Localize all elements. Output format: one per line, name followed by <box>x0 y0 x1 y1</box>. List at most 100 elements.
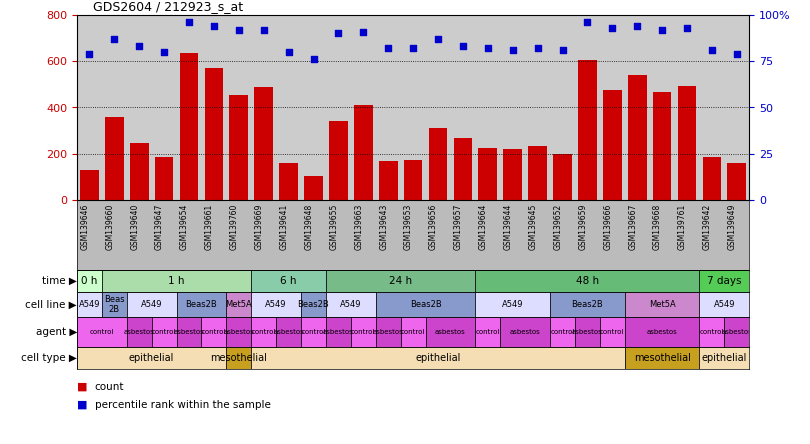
Bar <box>354 105 373 200</box>
Text: GSM139663: GSM139663 <box>354 203 364 250</box>
Bar <box>553 154 572 200</box>
Bar <box>702 157 721 200</box>
Point <box>258 26 271 33</box>
Text: A549: A549 <box>714 300 735 309</box>
Text: GSM139669: GSM139669 <box>254 203 264 250</box>
Bar <box>700 292 749 317</box>
Bar <box>279 163 298 200</box>
Text: GSM139666: GSM139666 <box>603 203 612 250</box>
Text: GSM139654: GSM139654 <box>180 203 189 250</box>
Text: cell line ▶: cell line ▶ <box>25 300 77 309</box>
Text: Beas
2B: Beas 2B <box>104 295 125 314</box>
Text: asbestos: asbestos <box>722 329 752 335</box>
Text: asbestos: asbestos <box>509 329 540 335</box>
Bar <box>80 170 99 200</box>
Bar <box>550 317 575 347</box>
Bar <box>678 86 697 200</box>
Text: 7 days: 7 days <box>707 276 742 286</box>
Bar <box>180 53 198 200</box>
Bar <box>77 270 102 292</box>
Text: 6 h: 6 h <box>280 276 296 286</box>
Bar <box>575 317 600 347</box>
Text: asbestos: asbestos <box>273 329 304 335</box>
Bar <box>77 317 126 347</box>
Point <box>606 24 619 32</box>
Text: GSM139644: GSM139644 <box>504 203 513 250</box>
Text: GSM139641: GSM139641 <box>279 203 288 250</box>
Bar <box>254 87 273 200</box>
Point <box>282 48 295 56</box>
Text: A549: A549 <box>79 300 100 309</box>
Text: asbestos: asbestos <box>323 329 354 335</box>
Bar <box>77 292 102 317</box>
Text: mesothelial: mesothelial <box>633 353 691 363</box>
Text: Beas2B: Beas2B <box>410 300 441 309</box>
Bar <box>727 163 746 200</box>
Point <box>407 45 420 52</box>
Text: GSM139761: GSM139761 <box>678 203 687 250</box>
Bar <box>151 317 177 347</box>
Text: A549: A549 <box>141 300 162 309</box>
Bar <box>77 347 226 369</box>
Point <box>706 47 718 54</box>
Point <box>108 36 121 43</box>
Text: epithelial: epithelial <box>701 353 747 363</box>
Bar <box>130 143 148 200</box>
Text: GSM139664: GSM139664 <box>479 203 488 250</box>
Text: control: control <box>152 329 177 335</box>
Point <box>382 45 394 52</box>
Text: control: control <box>202 329 226 335</box>
Text: Beas2B: Beas2B <box>185 300 217 309</box>
Text: control: control <box>475 329 500 335</box>
Text: A549: A549 <box>340 300 361 309</box>
Text: mesothelial: mesothelial <box>211 353 267 363</box>
Text: GSM139640: GSM139640 <box>130 203 139 250</box>
Text: control: control <box>301 329 326 335</box>
Text: 1 h: 1 h <box>168 276 185 286</box>
Bar <box>550 292 625 317</box>
Bar <box>155 157 173 200</box>
Text: control: control <box>252 329 276 335</box>
Text: control: control <box>600 329 625 335</box>
Bar <box>301 292 326 317</box>
Bar <box>475 292 550 317</box>
Point <box>456 43 469 50</box>
Bar <box>403 159 423 200</box>
Point <box>307 56 320 63</box>
Bar <box>251 270 326 292</box>
Text: control: control <box>351 329 376 335</box>
Text: asbestos: asbestos <box>373 329 403 335</box>
Point <box>83 50 96 57</box>
Text: cell type ▶: cell type ▶ <box>21 353 77 363</box>
Bar <box>401 317 425 347</box>
Text: Beas2B: Beas2B <box>297 300 330 309</box>
Bar <box>625 317 700 347</box>
Point <box>506 47 519 54</box>
Text: A549: A549 <box>266 300 287 309</box>
Point <box>232 26 245 33</box>
Bar <box>326 292 376 317</box>
Text: count: count <box>95 382 124 392</box>
Text: 0 h: 0 h <box>81 276 97 286</box>
Bar <box>428 128 447 200</box>
Text: Met5A: Met5A <box>649 300 676 309</box>
Text: GSM139645: GSM139645 <box>529 203 538 250</box>
Bar <box>205 68 224 200</box>
Bar <box>653 92 671 200</box>
Bar <box>528 146 547 200</box>
Point <box>182 19 195 26</box>
Text: ■: ■ <box>77 400 87 409</box>
Text: ■: ■ <box>77 382 87 392</box>
Text: time ▶: time ▶ <box>42 276 77 286</box>
Bar <box>105 117 124 200</box>
Bar <box>351 317 376 347</box>
Point <box>133 43 146 50</box>
Bar <box>479 148 497 200</box>
Text: asbestos: asbestos <box>646 329 677 335</box>
Bar <box>700 347 749 369</box>
Bar <box>503 149 522 200</box>
Bar <box>202 317 226 347</box>
Text: asbestos: asbestos <box>224 329 254 335</box>
Text: 24 h: 24 h <box>389 276 412 286</box>
Bar <box>276 317 301 347</box>
